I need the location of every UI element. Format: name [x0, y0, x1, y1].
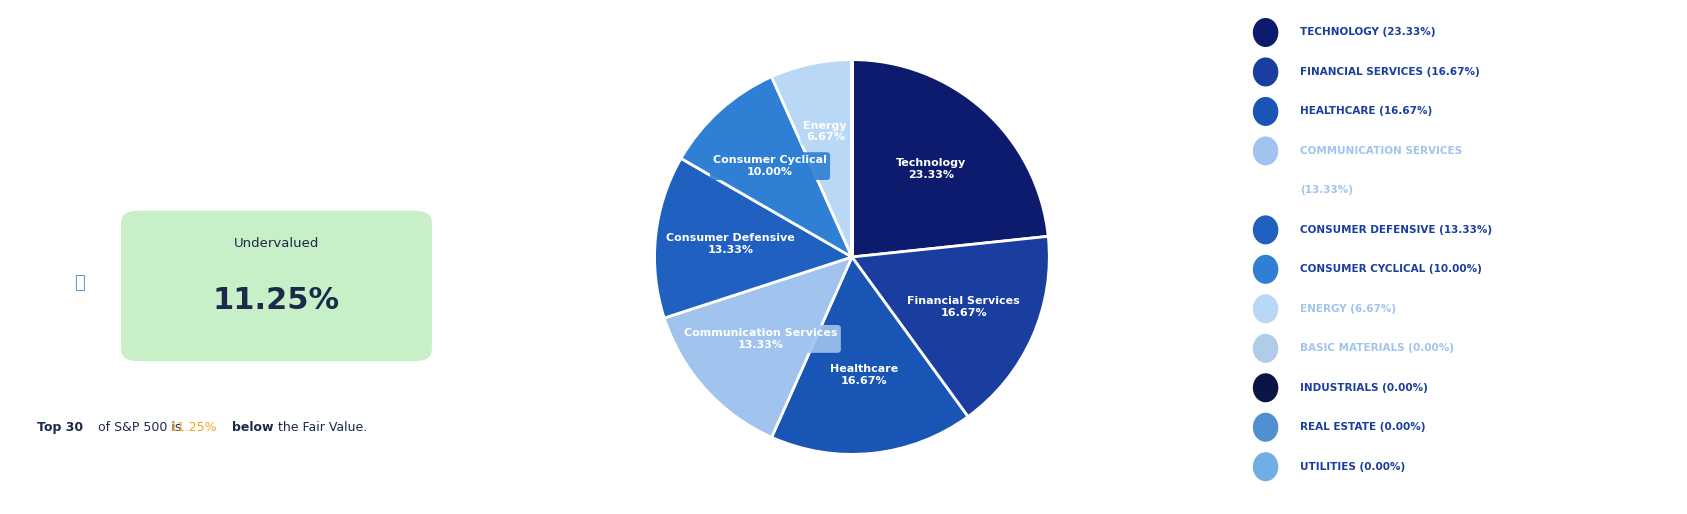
Text: INDUSTRIALS (0.00%): INDUSTRIALS (0.00%): [1301, 383, 1427, 393]
Text: of S&P 500 is: of S&P 500 is: [94, 421, 186, 434]
Text: Top 30: Top 30: [46, 155, 106, 173]
Wedge shape: [852, 236, 1049, 417]
Text: Healthcare
16.67%: Healthcare 16.67%: [830, 364, 899, 386]
Circle shape: [1253, 374, 1277, 401]
Text: the Fair Value.: the Fair Value.: [275, 421, 368, 434]
Text: 5051.41: 5051.41: [349, 30, 415, 45]
Text: UTILITIES (0.00%): UTILITIES (0.00%): [1301, 462, 1405, 472]
Text: Top 30: Top 30: [37, 421, 83, 434]
Text: REAL ESTATE (0.00%): REAL ESTATE (0.00%): [1301, 422, 1426, 432]
Text: CONSUMER DEFENSIVE (13.33%): CONSUMER DEFENSIVE (13.33%): [1301, 225, 1491, 235]
Text: 503: 503: [385, 103, 415, 119]
Wedge shape: [771, 257, 968, 454]
Circle shape: [1253, 295, 1277, 323]
Text: USD: USD: [381, 66, 415, 81]
Text: Currency:: Currency:: [46, 66, 123, 81]
Wedge shape: [771, 60, 852, 257]
Text: ENERGY (6.67%): ENERGY (6.67%): [1301, 304, 1397, 314]
Text: Companies:: Companies:: [46, 103, 140, 119]
Text: Energy
6.67%: Energy 6.67%: [803, 121, 847, 142]
Text: FINANCIAL SERVICES (16.67%): FINANCIAL SERVICES (16.67%): [1301, 67, 1479, 77]
FancyBboxPatch shape: [121, 211, 432, 361]
Wedge shape: [665, 257, 852, 437]
Text: COMMUNICATION SERVICES: COMMUNICATION SERVICES: [1301, 146, 1463, 156]
Circle shape: [1253, 19, 1277, 46]
Text: BASIC MATERIALS (0.00%): BASIC MATERIALS (0.00%): [1301, 343, 1454, 353]
Wedge shape: [655, 158, 852, 318]
Text: Technology
23.33%: Technology 23.33%: [896, 158, 967, 180]
Text: Communication Services
13.33%: Communication Services 13.33%: [685, 328, 838, 350]
Text: 11.25%: 11.25%: [169, 421, 218, 434]
Text: ⓘ: ⓘ: [74, 274, 84, 292]
Text: Financial Services
16.67%: Financial Services 16.67%: [908, 296, 1021, 318]
Circle shape: [1253, 98, 1277, 125]
Circle shape: [1253, 255, 1277, 283]
Text: Consumer Defensive
13.33%: Consumer Defensive 13.33%: [666, 233, 795, 255]
Circle shape: [1253, 335, 1277, 362]
Text: Undervalued: Undervalued: [234, 237, 319, 250]
Circle shape: [1253, 413, 1277, 441]
Text: 11.25%: 11.25%: [213, 286, 341, 316]
Text: ∨: ∨: [403, 156, 415, 172]
Text: HEALTHCARE (16.67%): HEALTHCARE (16.67%): [1301, 106, 1432, 117]
Text: CONSUMER CYCLICAL (10.00%): CONSUMER CYCLICAL (10.00%): [1301, 264, 1481, 274]
Wedge shape: [852, 60, 1048, 257]
Text: Consumer Cyclical
10.00%: Consumer Cyclical 10.00%: [714, 155, 827, 177]
Text: TECHNOLOGY (23.33%): TECHNOLOGY (23.33%): [1301, 27, 1436, 38]
Circle shape: [1253, 58, 1277, 86]
Wedge shape: [682, 77, 852, 257]
Circle shape: [1253, 453, 1277, 481]
Text: (13.33%): (13.33%): [1301, 186, 1353, 195]
Circle shape: [1253, 137, 1277, 164]
Text: Last close:: Last close:: [46, 30, 130, 45]
Circle shape: [1253, 216, 1277, 244]
Text: below: below: [233, 421, 273, 434]
